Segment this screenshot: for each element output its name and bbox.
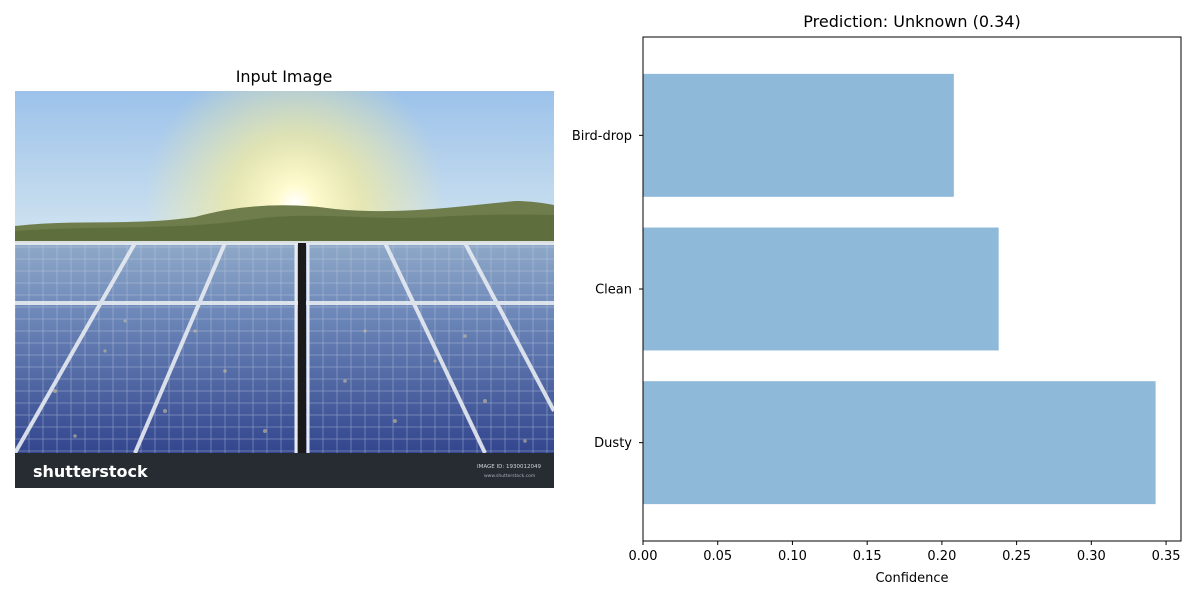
x-tick-label: 0.20 [927, 549, 956, 564]
x-tick-label: 0.15 [853, 549, 882, 564]
x-tick-label: 0.30 [1077, 549, 1106, 564]
image-title: Input Image [235, 67, 333, 86]
y-tick-label-bird-drop: Bird-drop [572, 129, 632, 144]
watermark-site: www.shutterstock.com [484, 473, 535, 479]
y-tick-label-dusty: Dusty [594, 436, 632, 451]
bar-bird-drop [643, 73, 954, 197]
input-image: shutterstock IMAGE ID: 1930012049 www.sh… [15, 91, 554, 488]
y-tick-label-clean: Clean [595, 283, 632, 298]
x-tick-label: 0.25 [1002, 549, 1031, 564]
bar-clean [643, 227, 999, 351]
watermark-brand: shutterstock [33, 462, 148, 481]
x-tick-label: 0.35 [1152, 549, 1181, 564]
chart-title: Prediction: Unknown (0.34) [803, 12, 1021, 31]
solar-panel-photo: shutterstock IMAGE ID: 1930012049 www.sh… [15, 91, 554, 488]
x-tick-label: 0.10 [778, 549, 807, 564]
x-tick-label: 0.05 [703, 549, 732, 564]
watermark-id: IMAGE ID: 1930012049 [477, 464, 541, 470]
bar-dusty [643, 381, 1156, 505]
x-axis-label: Confidence [875, 571, 948, 586]
x-tick-label: 0.00 [629, 549, 658, 564]
